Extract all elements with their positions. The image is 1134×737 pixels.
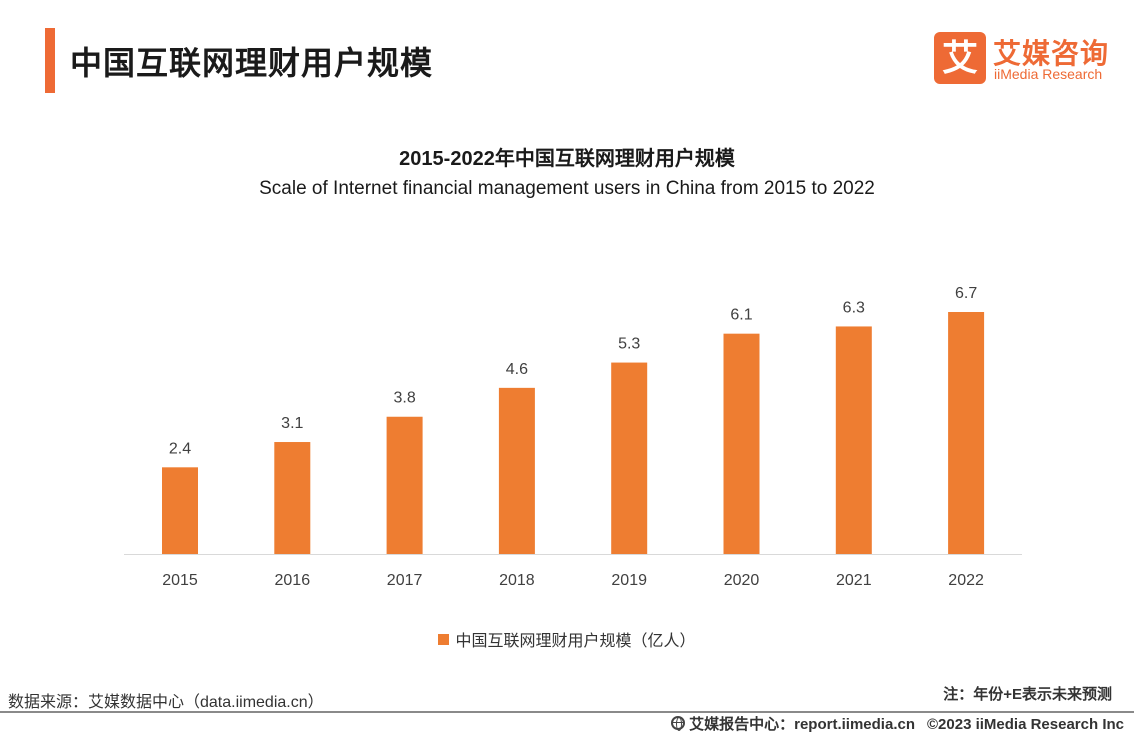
brand-logo[interactable]: 艾 艾媒咨询 iiMedia Research: [934, 32, 1114, 86]
logo-chinese-name: 艾媒咨询: [993, 38, 1110, 69]
data-label-2021: 6.3: [843, 299, 865, 316]
forecast-note: 注：年份+E表示未来预测: [943, 686, 1112, 703]
bar-2021: [835, 326, 872, 554]
page-title: 中国互联网理财用户规模: [70, 45, 434, 81]
footer-bar: 艾媒报告中心：report.iimedia.cn ©2023 iiMedia Re…: [671, 713, 1124, 734]
data-label-2018: 4.6: [506, 361, 528, 378]
legend-label: 中国互联网理财用户规模（亿人）: [455, 633, 696, 650]
chart-subtitle: Scale of Internet financial management u…: [259, 178, 875, 199]
bar-2016: [274, 442, 311, 554]
report-center-link[interactable]: 艾媒报告中心：report.iimedia.cn: [689, 716, 915, 733]
x-tick-2015: 2015: [162, 572, 198, 589]
footer-divider: [0, 711, 1134, 713]
data-label-2022: 6.7: [955, 285, 977, 302]
legend-swatch: [438, 634, 450, 646]
x-tick-2022: 2022: [948, 572, 984, 589]
x-tick-2019: 2019: [611, 572, 647, 589]
title-accent-bar: [45, 28, 55, 93]
data-label-2015: 2.4: [169, 440, 191, 457]
bar-2018: [498, 387, 535, 554]
x-tick-2018: 2018: [499, 572, 535, 589]
logo-english-name: iiMedia Research: [994, 66, 1103, 82]
data-label-2017: 3.8: [393, 390, 415, 407]
globe-icon: [671, 716, 686, 732]
bar-2017: [386, 416, 423, 554]
data-label-2019: 5.3: [618, 336, 640, 353]
data-label-2016: 3.1: [281, 415, 303, 432]
data-source: 数据来源：艾媒数据中心（data.iimedia.cn）: [8, 694, 324, 711]
chart-legend: 中国互联网理财用户规模（亿人）: [0, 627, 1134, 651]
x-tick-2016: 2016: [275, 572, 311, 589]
bar-2020: [723, 333, 760, 554]
bar-2015: [162, 467, 198, 554]
x-tick-2020: 2020: [724, 572, 760, 589]
x-tick-2017: 2017: [387, 572, 423, 589]
copyright: ©2023 iiMedia Research Inc: [927, 716, 1124, 733]
logo-mark-icon: 艾: [934, 32, 986, 84]
chart-title: 2015-2022年中国互联网理财用户规模: [399, 148, 735, 170]
bar-2022: [948, 312, 985, 554]
x-tick-2021: 2021: [836, 572, 872, 589]
bar-2019: [611, 362, 648, 554]
data-label-2020: 6.1: [730, 307, 752, 324]
